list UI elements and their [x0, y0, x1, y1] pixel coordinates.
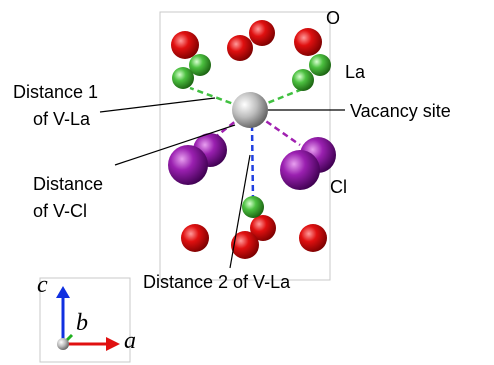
label-vacancy: Vacancy site: [350, 101, 451, 121]
axis-a: a: [124, 328, 136, 354]
label-o: O: [326, 8, 340, 28]
diagram: O La Vacancy site Cl Distance 1 of V-La …: [0, 0, 494, 365]
label-distance-2: Distance 2 of V-La: [143, 272, 291, 292]
label-la: La: [345, 62, 366, 82]
unit-cell: [160, 12, 336, 280]
label-distance-1: Distance 1: [13, 82, 98, 102]
label-distance-v-cl: of V-Cl: [33, 201, 87, 221]
axis-c: c: [37, 272, 48, 298]
label-distance-1: of V-La: [33, 109, 91, 129]
label-cl: Cl: [330, 177, 347, 197]
axis-b: b: [76, 310, 88, 336]
axis-indicator: c b a: [37, 272, 136, 362]
label-distance-v-cl: Distance: [33, 174, 103, 194]
